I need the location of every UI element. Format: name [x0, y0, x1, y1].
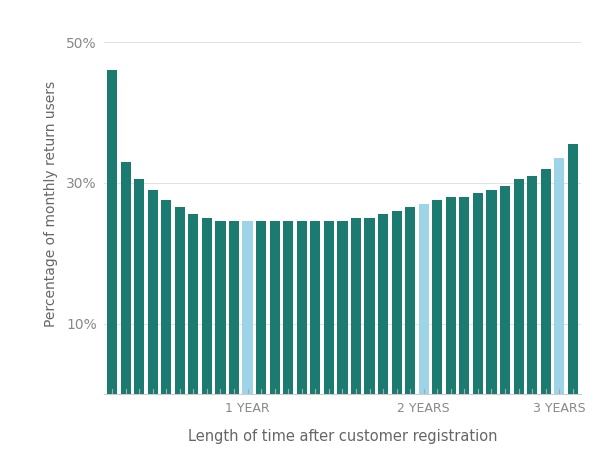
X-axis label: Length of time after customer registration: Length of time after customer registrati…: [188, 429, 497, 444]
Bar: [473, 193, 483, 394]
Y-axis label: Percentage of monthly return users: Percentage of monthly return users: [44, 81, 58, 327]
Bar: [500, 186, 510, 394]
Bar: [107, 70, 117, 394]
Bar: [351, 218, 361, 394]
Bar: [364, 218, 374, 394]
Bar: [229, 222, 239, 394]
Bar: [392, 211, 402, 394]
Bar: [202, 218, 212, 394]
Bar: [460, 197, 469, 394]
Bar: [378, 214, 388, 394]
Bar: [527, 176, 537, 394]
Bar: [269, 222, 280, 394]
Bar: [324, 222, 334, 394]
Bar: [188, 214, 199, 394]
Bar: [568, 144, 578, 394]
Bar: [487, 190, 497, 394]
Bar: [242, 222, 253, 394]
Bar: [405, 207, 415, 394]
Bar: [432, 200, 442, 394]
Bar: [296, 222, 307, 394]
Bar: [554, 158, 565, 394]
Bar: [310, 222, 320, 394]
Bar: [215, 222, 226, 394]
Bar: [161, 200, 172, 394]
Bar: [175, 207, 185, 394]
Bar: [446, 197, 456, 394]
Bar: [541, 169, 551, 394]
Bar: [121, 162, 131, 394]
Bar: [419, 204, 429, 394]
Bar: [514, 179, 524, 394]
Bar: [148, 190, 158, 394]
Bar: [337, 222, 347, 394]
Bar: [283, 222, 293, 394]
Bar: [256, 222, 266, 394]
Bar: [134, 179, 144, 394]
